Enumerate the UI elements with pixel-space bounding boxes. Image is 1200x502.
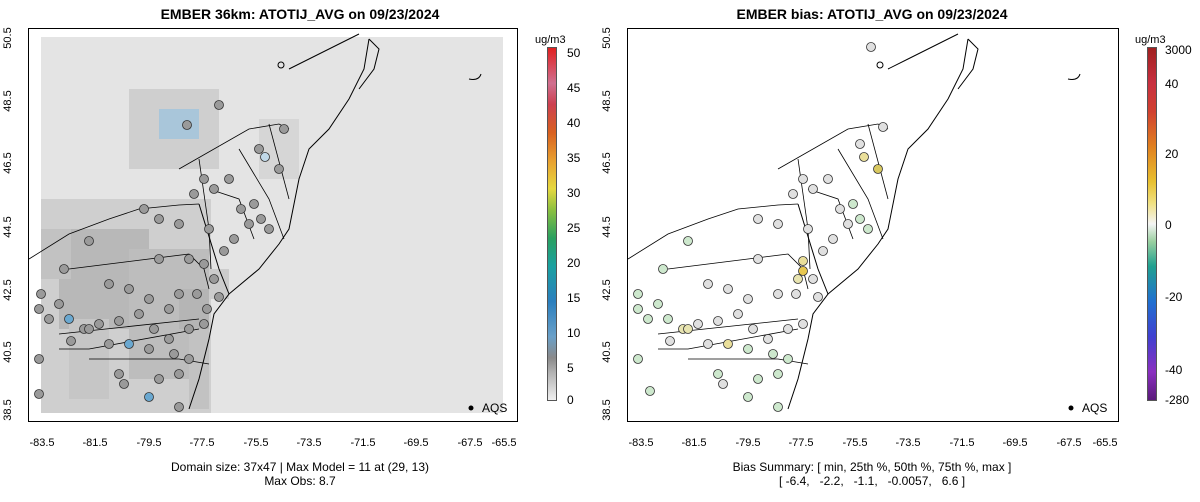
right-footer-line1: Bias Summary: [ min, 25th %, 50th %, 75t…: [732, 460, 1012, 474]
right-colorbar-label: 20: [1165, 147, 1179, 161]
coastline: [787, 33, 1081, 410]
left-x-tick-label: -71.5: [350, 437, 376, 449]
right-colorbar-label: -40: [1165, 363, 1183, 377]
left-footer-line2: Max Obs: 8.7: [264, 474, 336, 488]
left-colorbar-label: 0: [567, 393, 574, 407]
left-colorbar-label: 35: [567, 151, 581, 165]
left-y-tick-label: 42.5: [2, 279, 14, 301]
model-grid-cells: [41, 89, 299, 413]
left-colorbar-label: 15: [567, 291, 581, 305]
right-colorbar-label: 0: [1165, 218, 1172, 232]
left-colorbar-label: 10: [567, 326, 581, 340]
right-x-tick-label: -69.5: [1002, 437, 1028, 449]
left-x-tick-label: -75.5: [243, 437, 269, 449]
right-obs-points: [633, 42, 888, 412]
right-x-tick-label: -83.5: [628, 437, 654, 449]
coastline: [188, 33, 482, 410]
left-x-tick-label: -69.5: [403, 437, 429, 449]
left-map-canvas: [29, 33, 503, 413]
right-colorbar-label: 3000: [1165, 43, 1192, 57]
left-footer-line1: Domain size: 37x47 | Max Model = 11 at (…: [170, 460, 430, 474]
right-x-tick-label: -73.5: [895, 437, 921, 449]
left-x-tick-label: -73.5: [296, 437, 322, 449]
left-y-tick-label: 50.5: [2, 27, 14, 49]
right-colorbar-label: -280: [1165, 393, 1190, 407]
right-colorbar-label: 40: [1165, 77, 1179, 91]
right-colorbar-label: -20: [1165, 290, 1183, 304]
left-colorbar-label: 30: [567, 186, 581, 200]
right-y-tick-label: 46.5: [601, 152, 613, 174]
right-y-tick-label: 48.5: [601, 90, 613, 112]
left-map-frame: [28, 28, 518, 422]
left-x-tick-label: -81.5: [82, 437, 108, 449]
right-x-tick-label: -79.5: [735, 437, 761, 449]
left-map-title: EMBER 36km: ATOTIJ_AVG on 09/23/2024: [160, 6, 440, 22]
left-colorbar-label: 45: [567, 81, 581, 95]
right-y-tick-label: 50.5: [601, 27, 613, 49]
left-x-tick-label: -79.5: [136, 437, 162, 449]
right-map-frame: [627, 28, 1119, 422]
left-y-tick-label: 38.5: [2, 399, 14, 421]
right-y-tick-label: 44.5: [601, 216, 613, 238]
left-x-tick-label: -77.5: [189, 437, 215, 449]
state-boundaries: [628, 123, 889, 365]
right-x-tick-label: -77.5: [788, 437, 814, 449]
right-y-tick-label: 40.5: [601, 341, 613, 363]
left-y-tick-label: 40.5: [2, 341, 14, 363]
right-x-tick-label: -65.5: [1092, 437, 1118, 449]
right-colorbar: [1147, 47, 1157, 401]
aqs-legend-marker: [1068, 405, 1074, 411]
left-colorbar-label: 25: [567, 221, 581, 235]
right-map-title: EMBER bias: ATOTIJ_AVG on 09/23/2024: [736, 6, 1008, 22]
right-x-tick-label: -67.5: [1056, 437, 1082, 449]
left-colorbar-label: 5: [567, 361, 574, 375]
left-colorbar-label: 40: [567, 116, 581, 130]
right-colorbar-unit: ug/m3: [1135, 34, 1166, 46]
left-y-tick-label: 48.5: [2, 90, 14, 112]
right-footer-line2: [ -6.4, -2.2, -1.1, -0.0057, 6.6 ]: [778, 474, 966, 488]
left-obs-points: [34, 100, 289, 412]
left-colorbar-label: 20: [567, 256, 581, 270]
left-x-tick-label: -65.5: [491, 437, 517, 449]
left-colorbar: [547, 47, 557, 401]
left-y-tick-label: 46.5: [2, 152, 14, 174]
right-x-tick-label: -75.5: [842, 437, 868, 449]
left-colorbar-unit: ug/m3: [535, 34, 566, 46]
right-y-tick-label: 38.5: [601, 399, 613, 421]
right-map-canvas: [628, 33, 1081, 412]
left-legend-label: AQS: [482, 401, 508, 415]
aqs-legend-marker: [468, 405, 474, 411]
right-y-tick-label: 42.5: [601, 279, 613, 301]
right-legend-label: AQS: [1082, 401, 1108, 415]
left-x-tick-label: -67.5: [457, 437, 483, 449]
right-x-tick-label: -71.5: [949, 437, 975, 449]
right-x-tick-label: -81.5: [681, 437, 707, 449]
left-y-tick-label: 44.5: [2, 216, 14, 238]
left-colorbar-label: 50: [567, 46, 581, 60]
left-x-tick-label: -83.5: [29, 437, 55, 449]
